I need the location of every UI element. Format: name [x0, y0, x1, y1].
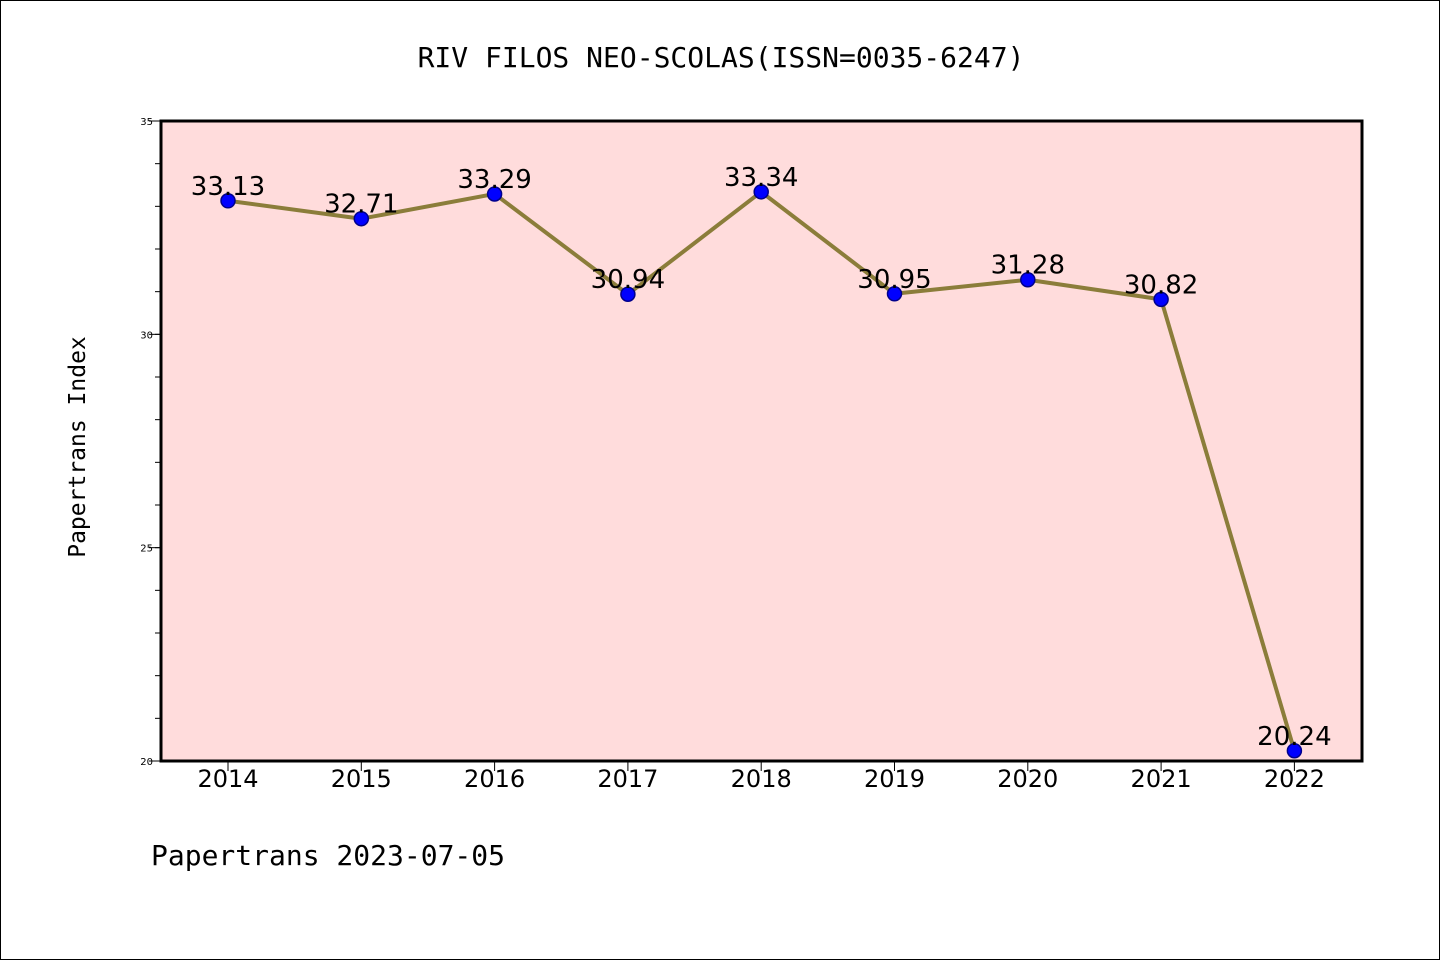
data-point-2015	[353, 210, 370, 227]
data-point-2022	[1286, 743, 1303, 759]
x-tick-label: 2021	[1131, 765, 1192, 793]
plot-area	[161, 121, 1362, 761]
data-label-2016: 33.29	[457, 165, 531, 195]
data-label-2017: 30.94	[591, 265, 665, 295]
data-label-2014: 33.13	[191, 172, 265, 202]
x-tick-label: 2017	[597, 765, 658, 793]
data-markers	[220, 184, 1303, 759]
x-tick-label: 2018	[731, 765, 792, 793]
data-label-2022: 20.24	[1257, 722, 1331, 752]
x-tick-label: 2020	[997, 765, 1058, 793]
data-label-2019: 30.95	[857, 265, 931, 295]
plot-border	[159, 119, 1364, 763]
chart-title: RIV FILOS NEO-SCOLAS(ISSN=0035-6247)	[418, 41, 1025, 74]
x-tick-label: 2022	[1264, 765, 1325, 793]
data-label-2020: 31.28	[991, 251, 1065, 281]
x-tick-label: 2015	[331, 765, 392, 793]
data-point-2020	[1020, 271, 1036, 288]
data-point-2021	[1153, 291, 1169, 308]
footer-credit: Papertrans 2023-07-05	[151, 839, 505, 872]
x-tick-label: 2016	[464, 765, 525, 793]
data-point-2018	[753, 184, 769, 200]
data-label-2021: 30.82	[1124, 270, 1198, 300]
data-point-2017	[620, 286, 636, 302]
data-point-2014	[220, 193, 236, 209]
data-point-2016	[486, 186, 503, 202]
x-tick-label: 2014	[197, 765, 258, 793]
x-ticks: 2014 2015 2016 2017 2018 2019 2020 2021 2022	[197, 761, 1325, 793]
data-label-2015: 32.71	[324, 190, 398, 220]
y-major-ticks: 20 25 30 35	[140, 117, 161, 768]
y-tick-label: 20	[140, 757, 153, 768]
x-tick-label: 2019	[864, 765, 925, 793]
y-axis-label: Papertrans Index	[65, 336, 91, 558]
y-tick-label: 35	[140, 117, 153, 128]
data-label-2018: 33.34	[724, 163, 798, 193]
data-point-2019	[886, 286, 903, 302]
y-tick-label: 30	[140, 330, 153, 341]
y-tick-label: 25	[140, 544, 153, 555]
data-labels: 33.13 32.71 33.29 30.94 33.34 30.95 31.28 30.82…	[191, 163, 1332, 752]
